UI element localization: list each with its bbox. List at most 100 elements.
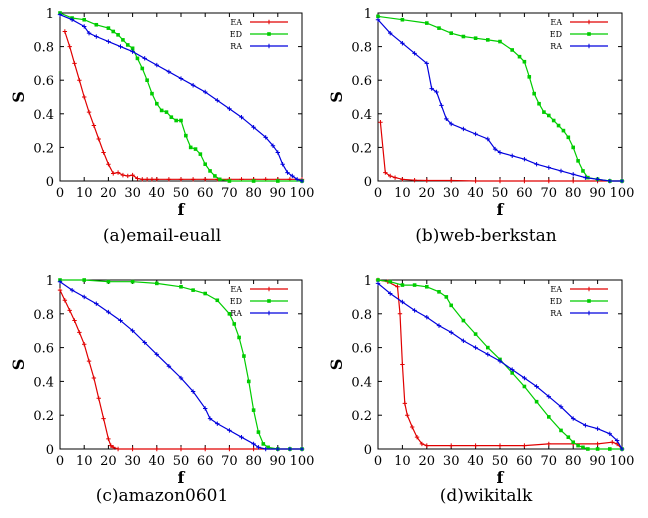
x-tick-label: 60 — [516, 454, 533, 469]
data-point-ra — [614, 438, 620, 443]
data-point-ed — [266, 445, 270, 450]
data-point-ea — [395, 284, 400, 289]
x-tick-label: 0 — [374, 186, 382, 201]
data-point-ed — [534, 399, 539, 404]
data-point-ed — [191, 288, 195, 292]
x-tick-label: 70 — [221, 186, 238, 201]
x-tick-label: 40 — [467, 454, 484, 469]
data-point-ea — [86, 109, 92, 115]
data-point-ed — [174, 118, 178, 123]
data-point-ea — [203, 446, 208, 452]
y-axis-label: S — [9, 91, 28, 103]
data-point-ed — [449, 31, 453, 35]
data-point-ea — [67, 44, 72, 49]
data-point-ed — [425, 21, 429, 25]
data-point-ed — [522, 59, 527, 64]
data-point-ra — [69, 287, 75, 293]
data-point-ed — [388, 279, 392, 284]
y-tick-label: 0.8 — [351, 308, 372, 323]
x-tick-label: 60 — [197, 454, 214, 469]
y-tick-label: 0 — [46, 175, 54, 190]
data-point-ra — [57, 279, 63, 284]
data-point-ed — [566, 135, 571, 140]
x-tick-label: 100 — [610, 186, 635, 201]
data-point-ed — [437, 290, 441, 294]
x-tick-label: 20 — [100, 186, 117, 201]
data-point-ed — [82, 17, 86, 22]
data-point-ea — [546, 441, 551, 447]
x-tick-label: 40 — [149, 454, 166, 469]
data-point-ed — [164, 110, 169, 114]
data-point-ra — [280, 162, 285, 167]
data-point-ea — [57, 287, 63, 293]
data-point-ed — [576, 443, 580, 448]
data-point-ed — [449, 303, 453, 308]
x-tick-label: 50 — [492, 454, 509, 469]
data-point-ed — [461, 34, 466, 39]
series-line-ea — [379, 122, 622, 182]
data-point-ed — [251, 179, 256, 183]
data-point-ra — [82, 24, 87, 29]
data-point-ea — [82, 94, 87, 100]
series-line-ed — [377, 15, 622, 182]
x-tick-label: 60 — [516, 186, 533, 201]
x-tick-label: 0 — [56, 454, 64, 469]
data-point-ed — [121, 38, 125, 42]
data-point-ea — [497, 443, 503, 448]
data-point-ra — [510, 367, 515, 372]
data-point-ea — [72, 61, 77, 66]
data-point-ea — [227, 446, 232, 452]
data-point-ra — [571, 416, 576, 421]
data-point-ea — [392, 175, 398, 180]
data-point-ra — [558, 404, 564, 409]
legend-marker-ea — [586, 286, 592, 292]
data-point-ra — [285, 170, 290, 175]
data-point-ed — [116, 33, 120, 37]
y-tick-label: 0.2 — [33, 141, 54, 156]
data-point-ra — [106, 309, 111, 315]
legend-label-ed: ED — [550, 297, 562, 306]
data-point-ra — [388, 30, 393, 36]
data-point-ea — [419, 441, 425, 447]
data-point-ed — [537, 101, 541, 106]
data-point-ra — [522, 156, 527, 162]
legend-label-ea: EA — [550, 285, 562, 294]
data-point-ra — [239, 114, 244, 120]
data-point-ra — [473, 345, 478, 350]
data-point-ea — [610, 440, 615, 445]
x-tick-label: 70 — [541, 454, 558, 469]
y-tick-label: 0.2 — [351, 141, 372, 156]
data-point-ed — [261, 442, 266, 446]
data-point-ea — [111, 445, 116, 450]
legend-marker-ra — [586, 43, 592, 49]
data-point-ea — [400, 177, 405, 182]
data-point-ra — [619, 178, 625, 184]
legend-marker-ed — [587, 299, 591, 303]
data-point-ea — [77, 330, 82, 335]
data-point-ra — [86, 30, 92, 36]
data-point-ed — [486, 38, 490, 42]
data-point-ea — [82, 342, 87, 347]
y-tick-label: 0.6 — [33, 342, 54, 357]
y-axis-label: S — [327, 359, 346, 371]
data-point-ra — [583, 423, 588, 428]
x-tick-label: 80 — [565, 454, 582, 469]
data-point-ra — [546, 394, 551, 399]
x-tick-label: 30 — [443, 454, 460, 469]
legend-marker-ra — [586, 310, 592, 316]
data-point-ea — [67, 308, 72, 313]
data-point-ea — [424, 443, 429, 448]
data-point-ra — [142, 340, 147, 345]
data-point-ra — [485, 352, 490, 357]
legend-label-ea: EA — [550, 18, 562, 27]
data-point-ea — [522, 178, 527, 184]
legend-marker-ra — [266, 43, 272, 49]
x-tick-label: 100 — [610, 454, 635, 469]
data-point-ed — [510, 371, 514, 375]
chart-panel-1: 0 10 20 30 40 50 60 70 80 90 100 0 0.2 0.4 0.6 0.8 1 f S EA… — [327, 7, 634, 219]
data-point-ra — [263, 446, 268, 452]
data-point-ed — [571, 440, 575, 445]
x-tick-label: 30 — [124, 186, 141, 201]
data-point-ed — [215, 298, 220, 303]
data-point-ed — [473, 332, 478, 336]
